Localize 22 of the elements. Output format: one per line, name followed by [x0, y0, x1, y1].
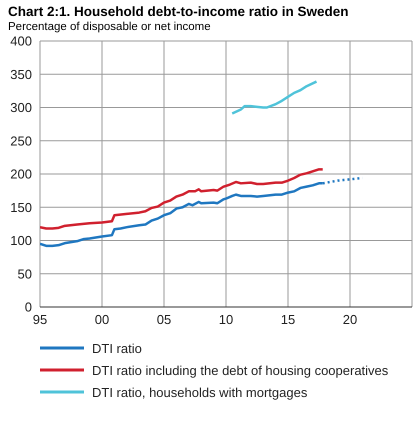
x-tick-label: 10	[218, 312, 234, 328]
y-tick-label: 0	[24, 300, 32, 315]
legend-label: DTI ratio including the debt of housing cooperatives	[92, 362, 388, 378]
y-tick-label: 100	[10, 233, 32, 248]
x-tick-label: 15	[280, 312, 296, 328]
x-tick-label: 05	[156, 312, 172, 328]
line-series	[40, 168, 324, 230]
x-tick-label: 95	[32, 312, 48, 328]
y-tick-label: 250	[10, 133, 32, 148]
y-tick-label: 400	[10, 34, 32, 49]
y-tick-label: 200	[10, 166, 32, 182]
y-tick-label: 50	[18, 266, 32, 282]
chart-title: Chart 2:1. Household debt-to-income ratio in Sweden	[7, 3, 350, 19]
y-tick-label: 300	[10, 100, 32, 116]
chart-subtitle: Percentage of disposable or net income	[7, 20, 212, 33]
y-tick-label: 150	[10, 200, 32, 215]
legend-label: DTI ratio, households with mortgages	[92, 384, 308, 400]
y-tick-label: 350	[10, 66, 32, 82]
x-tick-label: 00	[94, 312, 110, 328]
legend-label: DTI ratio	[92, 340, 142, 356]
line-series	[230, 80, 318, 115]
x-tick-label: 20	[342, 312, 358, 328]
